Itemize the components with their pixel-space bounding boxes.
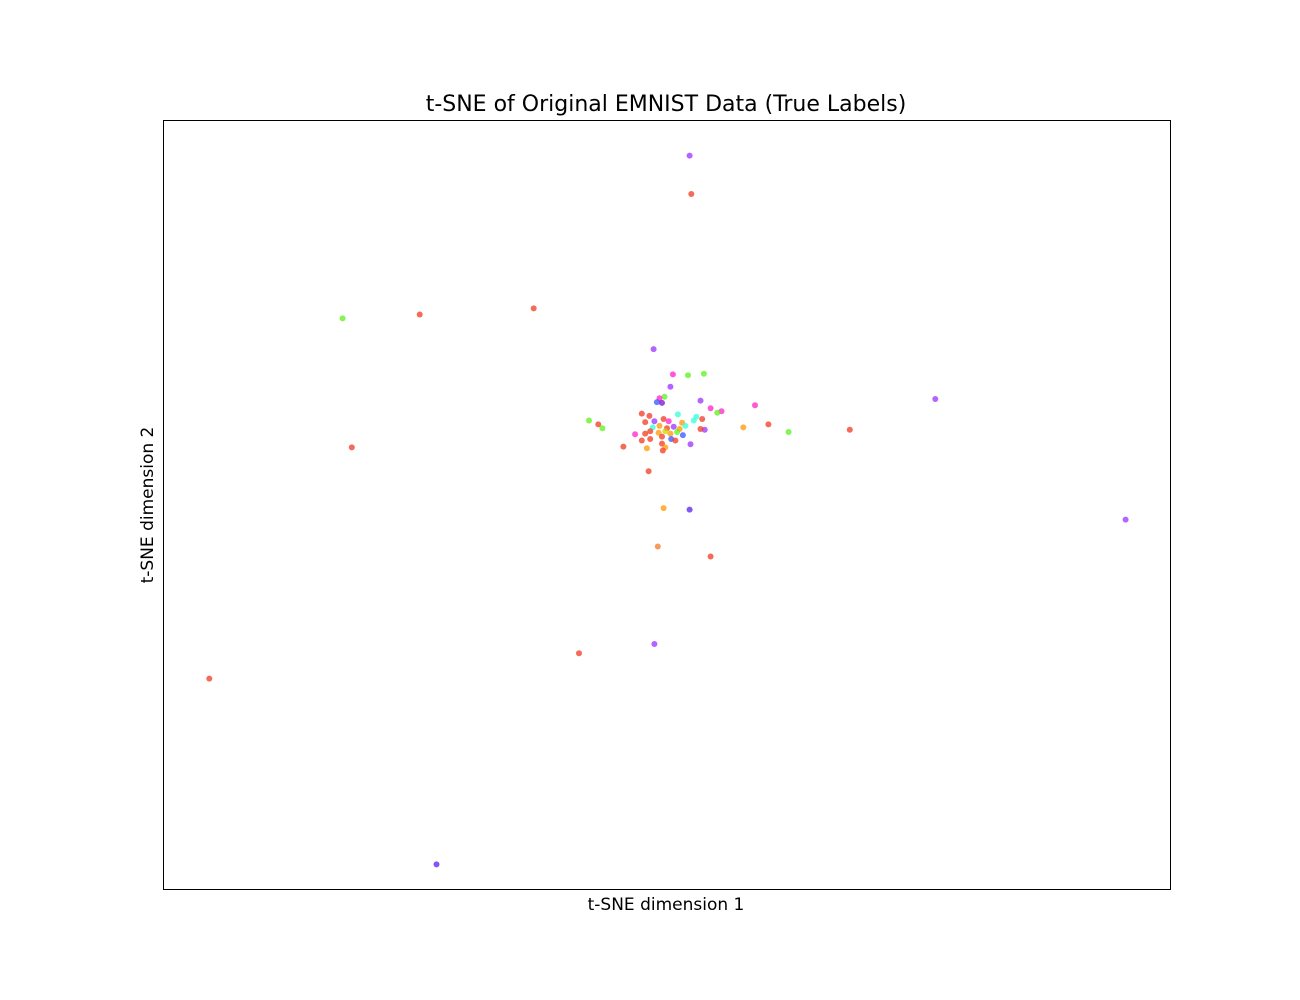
data-point-49 [667, 430, 674, 437]
data-point-26 [651, 418, 658, 425]
data-point-30 [690, 417, 697, 424]
data-point-41 [682, 422, 689, 429]
data-point-25 [642, 419, 649, 426]
data-point-68 [686, 506, 693, 513]
data-point-72 [651, 641, 658, 647]
data-point-24 [586, 417, 592, 424]
data-point-1 [688, 191, 695, 197]
data-point-37 [656, 422, 663, 429]
plot-area [163, 120, 1171, 890]
data-point-9 [667, 383, 674, 390]
data-point-63 [687, 441, 694, 448]
data-point-75 [433, 861, 440, 868]
data-point-57 [647, 436, 654, 442]
data-point-48 [662, 428, 669, 435]
data-point-14 [697, 397, 704, 404]
data-point-53 [642, 430, 649, 437]
data-point-34 [740, 424, 747, 431]
data-point-51 [679, 432, 686, 439]
data-point-66 [645, 468, 652, 475]
data-point-21 [646, 412, 653, 419]
data-point-65 [348, 444, 355, 451]
data-point-20 [638, 410, 645, 417]
data-point-16 [707, 405, 714, 412]
data-point-54 [659, 433, 665, 440]
data-point-43 [697, 426, 704, 432]
data-point-22 [674, 411, 681, 418]
data-point-67 [660, 505, 667, 512]
data-point-8 [700, 370, 707, 377]
data-point-4 [530, 305, 537, 312]
data-point-69 [1122, 516, 1129, 523]
data-points [206, 152, 1129, 868]
data-point-10 [661, 393, 668, 400]
data-point-45 [785, 429, 792, 435]
data-point-12 [653, 399, 660, 406]
data-point-27 [660, 416, 667, 422]
data-point-62 [643, 445, 650, 452]
data-point-35 [599, 425, 606, 432]
data-point-74 [206, 675, 213, 682]
data-point-19 [932, 396, 939, 402]
data-point-39 [670, 423, 677, 430]
data-point-7 [685, 372, 691, 379]
data-point-59 [620, 443, 627, 450]
data-point-28 [665, 418, 672, 425]
x-axis-label: t-SNE dimension 1 [588, 895, 745, 915]
data-point-50 [674, 429, 681, 435]
data-point-64 [659, 447, 666, 454]
data-point-46 [647, 428, 654, 435]
data-point-58 [638, 437, 645, 444]
data-point-33 [765, 421, 772, 428]
data-point-70 [654, 543, 661, 550]
data-point-44 [846, 426, 853, 433]
data-point-18 [714, 409, 721, 416]
y-axis-label: t-SNE dimension 2 [138, 427, 158, 584]
chart-title: t-SNE of Original EMNIST Data (True Labe… [426, 92, 907, 117]
data-point-5 [650, 346, 657, 353]
data-point-73 [576, 650, 582, 657]
data-point-3 [416, 311, 423, 318]
data-point-6 [669, 371, 676, 378]
data-point-13 [659, 399, 665, 406]
data-point-71 [707, 553, 714, 560]
data-point-0 [686, 152, 693, 159]
data-point-32 [595, 421, 602, 428]
data-point-15 [752, 402, 758, 409]
data-point-56 [672, 437, 679, 444]
data-point-2 [339, 315, 346, 322]
data-point-52 [632, 431, 639, 438]
data-point-31 [699, 416, 706, 422]
